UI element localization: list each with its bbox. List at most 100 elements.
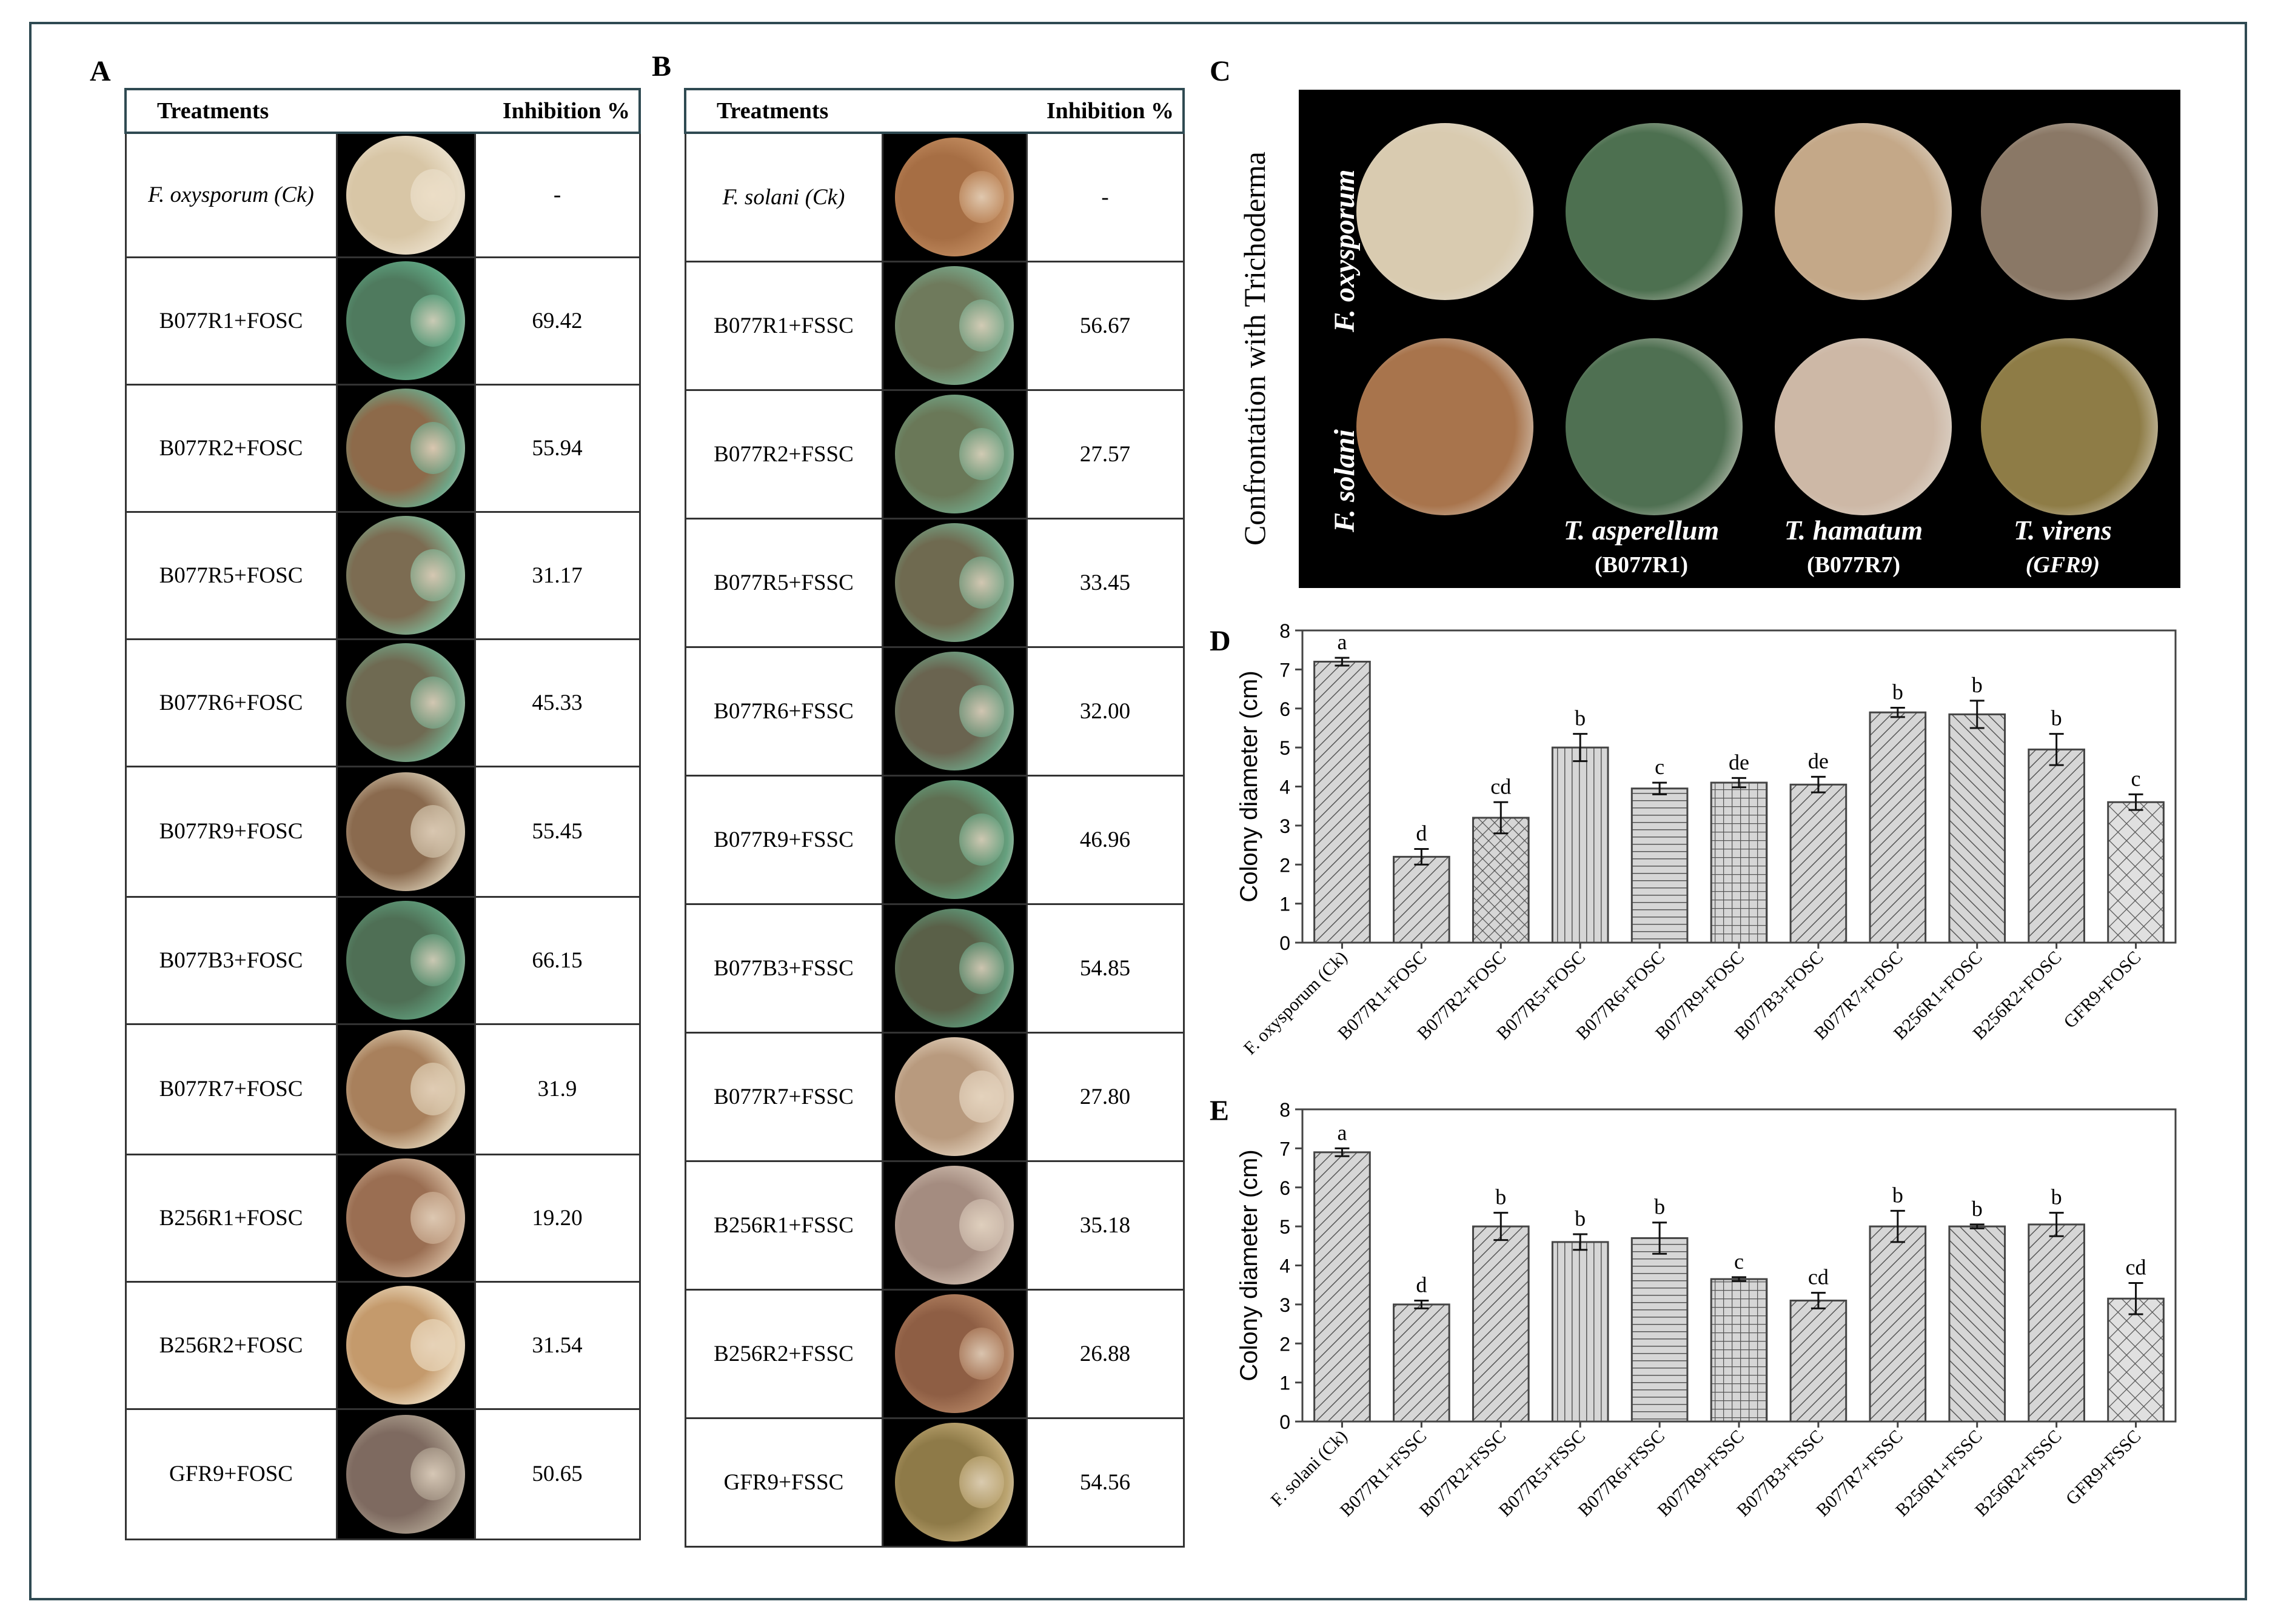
petri-dish xyxy=(346,643,465,762)
confrontation-dish xyxy=(1356,338,1533,515)
significance-label: c xyxy=(2131,766,2141,790)
significance-label: b xyxy=(1972,1197,1983,1221)
x-tick-label: GFR9+FSSC xyxy=(2062,1426,2145,1509)
dish-photo xyxy=(335,1408,476,1540)
caption-asperellum: T. asperellum xyxy=(1563,515,1720,546)
treatments-header: Treatments xyxy=(717,98,829,124)
bar xyxy=(1789,1299,1848,1423)
y-tick-label: 3 xyxy=(1279,1294,1290,1316)
treatment-name: F. solani (Ck) xyxy=(684,132,883,262)
figure-frame xyxy=(29,22,2247,1600)
colony xyxy=(959,813,1005,866)
inhibition-value: 69.42 xyxy=(474,256,641,386)
treatment-name: B077R9+FOSC xyxy=(124,765,338,898)
table-row: B077B3+FSSC 54.85 xyxy=(684,903,1185,1034)
colony xyxy=(410,169,456,221)
dish-photo xyxy=(881,1417,1028,1548)
bar xyxy=(1472,1225,1530,1423)
y-tick-label: 8 xyxy=(1279,620,1290,642)
dish-photo xyxy=(335,1153,476,1283)
inhibition-value: - xyxy=(474,132,641,258)
petri-dish xyxy=(895,909,1014,1028)
dish-photo xyxy=(335,638,476,767)
panel-label-e: E xyxy=(1210,1095,1230,1127)
confrontation-dish xyxy=(1356,123,1533,300)
bar xyxy=(1551,746,1609,944)
petri-dish xyxy=(346,772,465,891)
petri-dish xyxy=(346,901,465,1020)
y-tick-label: 2 xyxy=(1279,854,1290,876)
confrontation-dish xyxy=(1775,338,1952,515)
confrontation-dish xyxy=(1981,338,2158,515)
petri-dish xyxy=(895,1037,1014,1156)
bar xyxy=(1551,1241,1609,1423)
dish-photo xyxy=(335,1280,476,1410)
colony xyxy=(410,1318,456,1372)
confrontation-dish xyxy=(1566,123,1743,300)
petri-dish xyxy=(895,523,1014,642)
petri-dish xyxy=(346,1414,465,1534)
petri-dish xyxy=(895,1294,1014,1413)
y-tick-label: 0 xyxy=(1279,1411,1290,1433)
petri-dish xyxy=(346,1286,465,1405)
dish-photo xyxy=(335,1023,476,1155)
table-b-header-cell: Treatments Inhibition % xyxy=(683,88,1185,134)
significance-label: d xyxy=(1416,821,1427,846)
table-row: B077R1+FSSC 56.67 xyxy=(684,260,1185,391)
treatments-header: Treatments xyxy=(157,98,269,124)
dish-photo xyxy=(881,1160,1028,1291)
bar xyxy=(2028,748,2085,944)
treatment-name: B077B3+FSSC xyxy=(684,903,883,1034)
treatment-name: B077R2+FSSC xyxy=(684,389,883,520)
treatment-name: B077R6+FOSC xyxy=(124,638,338,767)
table-a-header: Treatments Inhibition % xyxy=(124,88,642,134)
inhibition-value: 54.85 xyxy=(1025,903,1185,1034)
table-row: GFR9+FOSC 50.65 xyxy=(124,1408,641,1540)
inhibition-value: 31.17 xyxy=(474,510,641,640)
inhibition-value: 45.33 xyxy=(474,638,641,767)
significance-label: de xyxy=(1729,750,1749,774)
caption-asperellum-strain: (B077R1) xyxy=(1594,552,1689,578)
colony xyxy=(410,934,456,987)
treatment-name: B077R7+FOSC xyxy=(124,1023,338,1155)
table-row: GFR9+FSSC 54.56 xyxy=(684,1417,1185,1548)
inhibition-value: 26.88 xyxy=(1025,1288,1185,1419)
x-tick-label: GFR9+FOSC xyxy=(2060,947,2145,1032)
inhibition-value: 33.45 xyxy=(1025,517,1185,648)
inhibition-header: Inhibition % xyxy=(1046,98,1174,124)
colony xyxy=(959,427,1005,481)
y-tick-label: 6 xyxy=(1279,1177,1290,1199)
significance-label: b xyxy=(1972,673,1983,697)
treatment-name: B077R9+FSSC xyxy=(684,774,883,905)
colony xyxy=(959,1327,1005,1380)
table-row: B077R9+FOSC 55.45 xyxy=(124,765,641,898)
dish-photo xyxy=(881,1031,1028,1162)
caption-virens-strain: (GFR9) xyxy=(2025,552,2100,578)
significance-label: c xyxy=(1655,755,1664,779)
petri-dish xyxy=(895,395,1014,513)
significance-label: b xyxy=(1892,680,1903,704)
colony xyxy=(959,556,1005,609)
colony xyxy=(410,1191,456,1245)
table-row: B256R2+FOSC 31.54 xyxy=(124,1280,641,1410)
significance-label: a xyxy=(1337,1120,1347,1144)
panel-label-b: B xyxy=(652,50,672,82)
table-a-header-cell: Treatments Inhibition % xyxy=(124,88,642,134)
significance-label: d xyxy=(1416,1272,1427,1297)
dish-photo xyxy=(881,517,1028,648)
treatment-name: B077R5+FOSC xyxy=(124,510,338,640)
dish-photo xyxy=(881,1288,1028,1419)
dish-photo xyxy=(335,510,476,640)
treatment-name: B077R6+FSSC xyxy=(684,646,883,777)
table-row: F. oxysporum (Ck) - xyxy=(124,132,641,258)
dish-photo xyxy=(881,774,1028,905)
significance-label: cd xyxy=(2126,1255,2146,1279)
table-row: B077R5+FOSC 31.17 xyxy=(124,510,641,640)
petri-dish xyxy=(346,389,465,507)
table-row: B256R2+FSSC 26.88 xyxy=(684,1288,1185,1419)
y-tick-label: 1 xyxy=(1279,894,1290,915)
petri-dish xyxy=(346,516,465,635)
table-b-header: Treatments Inhibition % xyxy=(683,88,1185,134)
table-row: B256R1+FOSC 19.20 xyxy=(124,1153,641,1283)
